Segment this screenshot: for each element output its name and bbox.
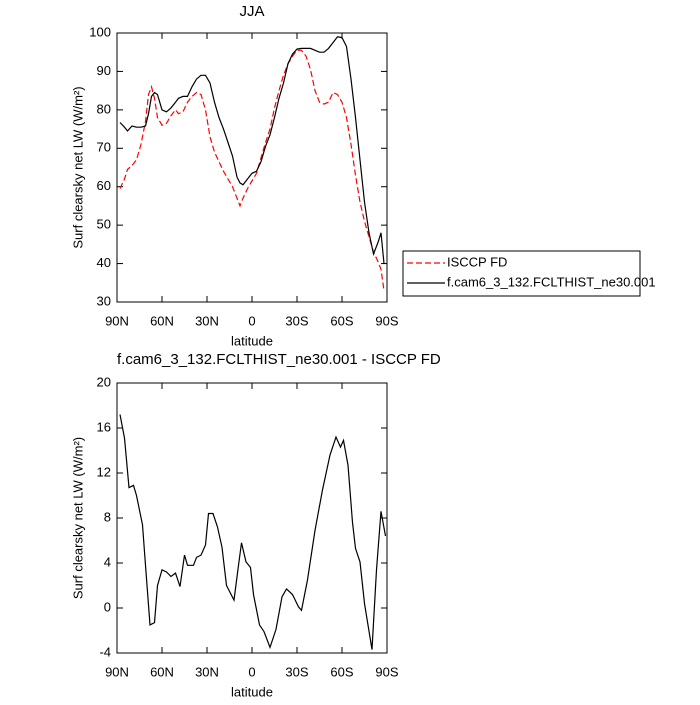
y-tick-label: 16 [97,419,111,434]
x-tick-label: 60S [330,313,353,328]
y-tick-label: 60 [97,178,111,193]
chart-title: JJA [239,3,264,20]
y-axis-label: Surf clearsky net LW (W/m²) [70,86,85,248]
y-tick-label: 90 [97,63,111,78]
y-tick-label: 0 [104,599,111,614]
x-tick-label: 60N [150,313,174,328]
x-axis-label: latitude [231,684,273,699]
x-tick-label: 90S [375,664,398,679]
series-line [119,414,387,650]
legend-label: f.cam6_3_132.FCLTHIST_ne30.001 [447,274,656,289]
x-tick-label: 60S [330,664,353,679]
series-line [119,49,385,291]
y-tick-label: 20 [97,374,111,389]
x-tick-label: 30S [285,313,308,328]
plot-frame [116,382,388,654]
x-axis-label: latitude [231,333,273,348]
x-tick-label: 90N [105,313,129,328]
x-tick-label: 30N [195,664,219,679]
plot-frame [116,32,388,303]
x-tick-label: 90N [105,664,129,679]
legend: ISCCP FD f.cam6_3_132.FCLTHIST_ne30.001 [402,250,656,297]
x-tick-label: 0 [248,664,255,679]
x-tick-label: 30S [285,664,308,679]
y-tick-label: 50 [97,217,111,232]
y-tick-label: 4 [104,554,111,569]
y-tick-label: 80 [97,101,111,116]
y-tick-label: -4 [99,644,111,659]
series-line [119,36,385,264]
y-tick-label: 8 [104,509,111,524]
y-tick-label: 100 [89,24,111,39]
y-tick-label: 70 [97,140,111,155]
y-tick-label: 30 [97,293,111,308]
legend-box [402,250,641,297]
y-axis-label: Surf clearsky net LW (W/m²) [70,437,85,599]
legend-label: ISCCP FD [447,254,507,269]
x-tick-label: 0 [248,313,255,328]
x-tick-label: 90S [375,313,398,328]
y-tick-label: 12 [97,464,111,479]
chart-title: f.cam6_3_132.FCLTHIST_ne30.001 - ISCCP F… [117,351,441,368]
x-tick-label: 60N [150,664,174,679]
y-tick-label: 40 [97,255,111,270]
x-tick-label: 30N [195,313,219,328]
